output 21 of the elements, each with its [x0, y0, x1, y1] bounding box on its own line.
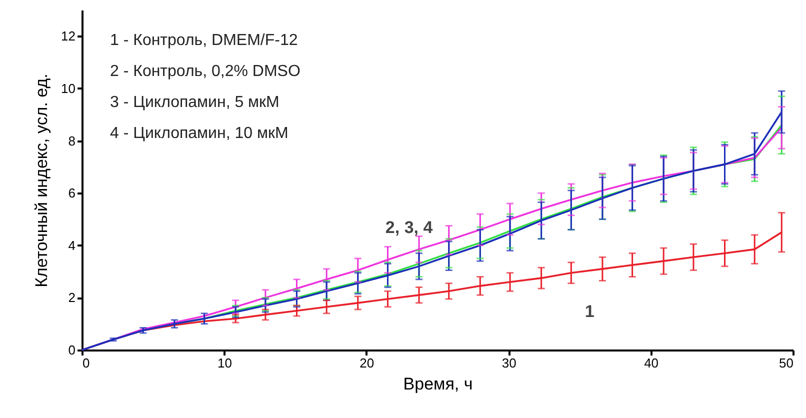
x-tick-label: 30: [502, 356, 516, 370]
x-tick-label: 10: [217, 356, 232, 370]
y-tick-label: 4: [68, 238, 76, 253]
x-tick-label: 0: [82, 356, 90, 370]
annotation: 4 - Циклопамин, 10 мкМ: [110, 125, 288, 142]
x-axis-title: Время, ч: [403, 374, 473, 394]
annotation: 1 - Контроль, DMEM/F-12: [110, 32, 298, 49]
x-tick-label: 20: [360, 356, 374, 370]
annotation: 2 - Контроль, 0,2% DMSO: [110, 63, 300, 80]
annotation: 1: [584, 302, 594, 322]
y-tick-label: 10: [61, 80, 76, 96]
y-axis-title: Клеточный индекс, усл. ед.: [32, 74, 52, 288]
annotation: 2, 3, 4: [385, 218, 434, 237]
y-tick-label: 6: [68, 186, 76, 201]
y-tick-label: 0: [68, 342, 76, 358]
annotation: 3 - Циклопамин, 5 мкМ: [110, 94, 280, 111]
x-tick-label: 50: [779, 356, 794, 370]
y-tick-label: 2: [68, 290, 76, 306]
y-tick-label: 8: [68, 133, 76, 148]
x-tick-label: 40: [644, 356, 659, 370]
y-tick-label: 12: [61, 28, 76, 44]
